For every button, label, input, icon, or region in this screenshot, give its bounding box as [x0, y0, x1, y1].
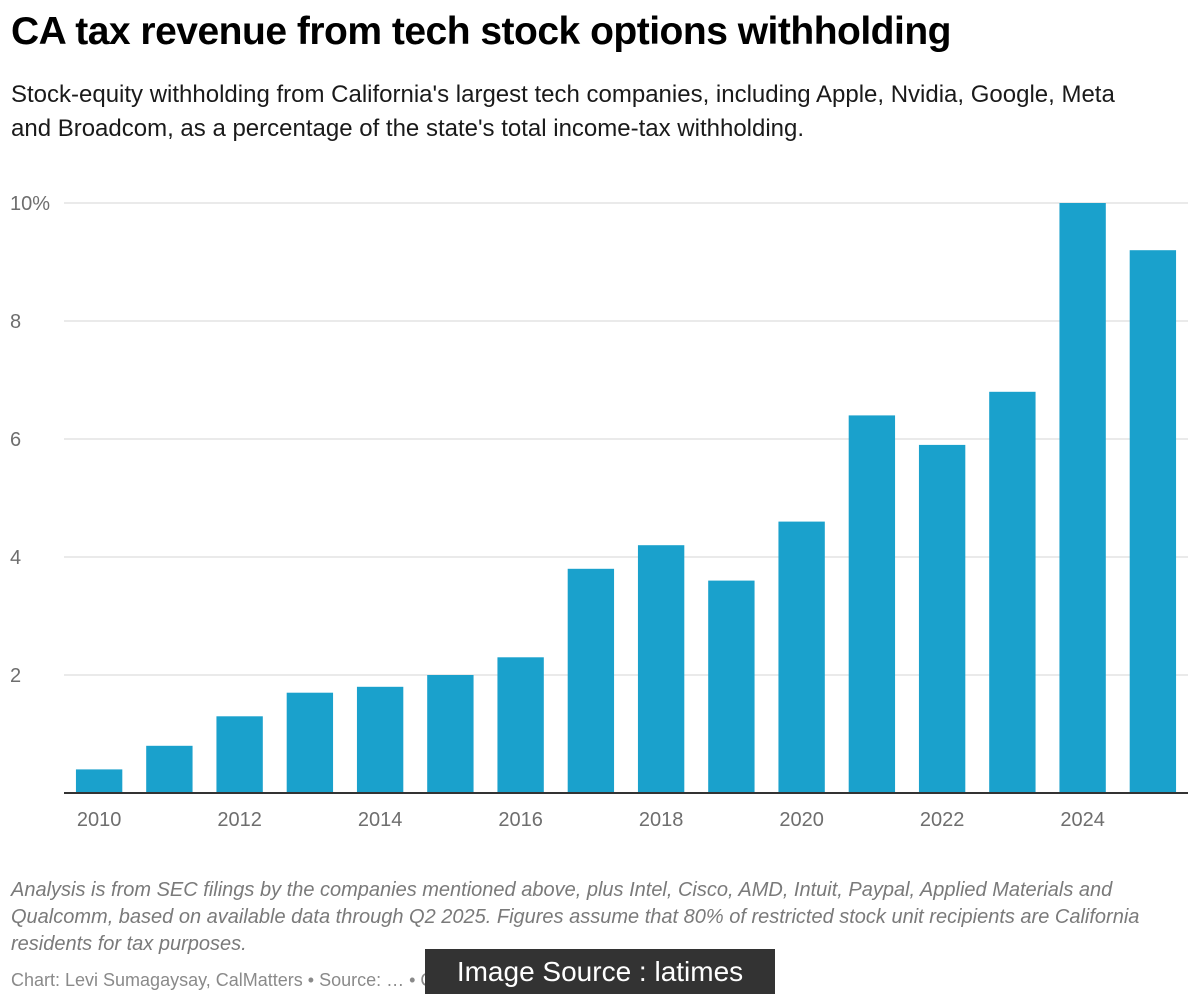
bars — [75, 203, 1177, 793]
x-tick-label-2020: 2020 — [779, 809, 824, 831]
chart-title: CA tax revenue from tech stock options w… — [11, 10, 951, 53]
bar-2010 — [75, 769, 123, 793]
bar-2018 — [637, 545, 685, 793]
y-tick-label-10: 10% — [10, 193, 50, 215]
x-tick-label-2024: 2024 — [1060, 809, 1105, 831]
x-tick-label-2014: 2014 — [358, 809, 403, 831]
y-tick-label-8: 8 — [10, 311, 21, 333]
bar-2012 — [216, 716, 263, 793]
bar-2023 — [989, 391, 1036, 793]
bar-2017 — [567, 568, 615, 793]
y-tick-label-4: 4 — [10, 547, 21, 569]
bar-2013 — [286, 692, 334, 793]
bar-2019 — [708, 580, 755, 793]
axes: 2 4 6 8 10% 2010 2012 2014 2016 2018 2020 2022 2024 — [10, 193, 1188, 831]
bar-2025 — [1129, 250, 1177, 793]
y-tick-label-6: 6 — [10, 429, 21, 451]
x-tick-label-2018: 2018 — [639, 809, 684, 831]
bar-2020 — [778, 521, 825, 793]
bar-2024 — [1059, 203, 1106, 793]
x-tick-label-2016: 2016 — [498, 809, 543, 831]
chart-notes: Analysis is from SEC filings by the comp… — [11, 879, 1140, 955]
bar-2021 — [848, 415, 896, 793]
bar-chart: 2 4 6 8 10% 2010 2012 2014 2016 2018 2020 2022 2024 — [10, 193, 1188, 831]
bar-2011 — [146, 745, 193, 793]
chart-subtitle: Stock-equity withholding from California… — [11, 81, 1115, 142]
x-tick-label-2012: 2012 — [217, 809, 262, 831]
y-tick-label-2: 2 — [10, 665, 21, 687]
bar-2015 — [427, 675, 474, 793]
bar-2022 — [918, 444, 966, 793]
image-source-badge: Image Source : latimes — [425, 949, 775, 994]
x-tick-label-2022: 2022 — [920, 809, 965, 831]
bar-2014 — [356, 686, 404, 793]
x-tick-label-2010: 2010 — [77, 809, 122, 831]
bar-2016 — [497, 657, 544, 793]
